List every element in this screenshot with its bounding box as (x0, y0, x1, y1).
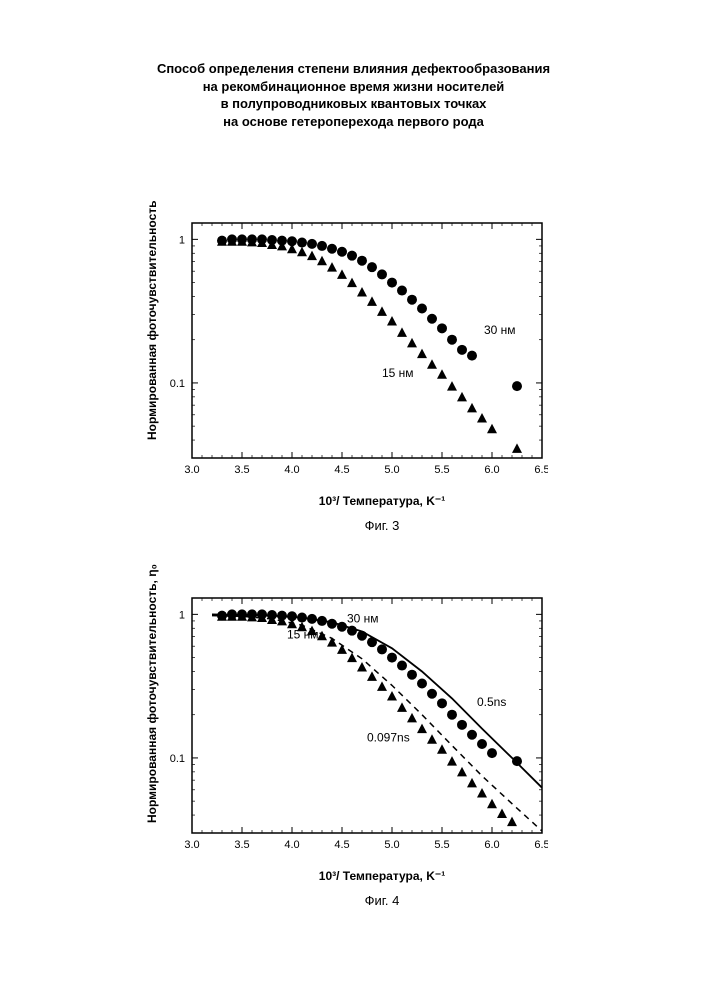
svg-text:0.5ns: 0.5ns (477, 695, 506, 709)
svg-text:4.5: 4.5 (334, 464, 349, 476)
svg-text:4.0: 4.0 (284, 839, 299, 851)
svg-text:6.0: 6.0 (484, 464, 499, 476)
svg-text:30 нм: 30 нм (484, 323, 516, 337)
svg-text:4.0: 4.0 (284, 464, 299, 476)
svg-text:15 нм: 15 нм (287, 627, 319, 641)
svg-text:5.0: 5.0 (384, 839, 399, 851)
figure-3-caption: Фиг. 3 (184, 518, 580, 533)
svg-text:5.5: 5.5 (434, 839, 449, 851)
figure-3: Нормированная фоточувствительность 3.03.… (150, 215, 580, 533)
figure-4-xlabel: 10³/ Температура, K⁻¹ (184, 869, 580, 883)
page-title: Способ определения степени влияния дефек… (0, 60, 707, 130)
svg-text:5.5: 5.5 (434, 464, 449, 476)
figure-4: Нормированная фоточувствительность, η₀ 3… (150, 590, 580, 908)
svg-text:3.5: 3.5 (234, 464, 249, 476)
figure-3-xlabel: 10³/ Температура, K⁻¹ (184, 494, 580, 508)
svg-text:6.0: 6.0 (484, 839, 499, 851)
svg-text:0.097ns: 0.097ns (367, 731, 410, 745)
svg-text:5.0: 5.0 (384, 464, 399, 476)
svg-text:15 нм: 15 нм (382, 366, 414, 380)
figure-3-ylabel: Нормированная фоточувствительность (145, 200, 159, 440)
svg-text:0.1: 0.1 (170, 378, 185, 390)
svg-text:6.5: 6.5 (534, 839, 548, 851)
svg-text:3.0: 3.0 (184, 839, 199, 851)
svg-text:3.5: 3.5 (234, 839, 249, 851)
figure-4-plot: 3.0 3.5 4.0 4.5 5.0 5.5 6.0 6.5 0.1 1 0.5ns 0.097ns… (150, 590, 548, 865)
svg-text:3.0: 3.0 (184, 464, 199, 476)
svg-text:0.1: 0.1 (170, 753, 185, 765)
svg-text:6.5: 6.5 (534, 464, 548, 476)
figure-4-caption: Фиг. 4 (184, 893, 580, 908)
figure-3-plot: 3.0 3.5 4.0 4.5 5.0 5.5 6.0 6.5 0.1 1 30 нм 15 нм (150, 215, 548, 490)
svg-text:4.5: 4.5 (334, 839, 349, 851)
svg-text:1: 1 (179, 609, 185, 621)
svg-text:1: 1 (179, 234, 185, 246)
svg-text:30 нм: 30 нм (347, 611, 379, 625)
figure-4-ylabel: Нормированная фоточувствительность, η₀ (145, 564, 159, 823)
